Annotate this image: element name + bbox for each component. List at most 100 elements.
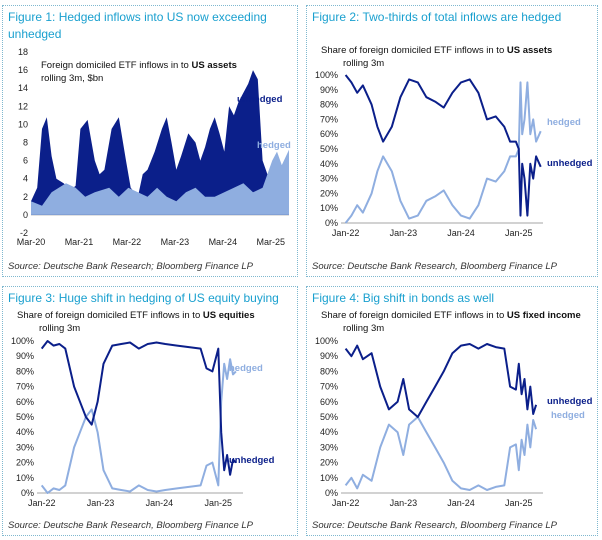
y-tick-label: 100% — [315, 336, 338, 346]
unhedged-line — [344, 74, 542, 217]
y-tick-label: 80% — [320, 366, 338, 376]
y-tick-label: 20% — [16, 458, 34, 468]
y-tick-label: 50% — [320, 412, 338, 422]
hedged-line — [40, 358, 237, 494]
y-tick-label: 10% — [320, 203, 338, 213]
x-tick-label: Jan-25 — [205, 498, 233, 508]
figure-1-panel: Figure 1: Hedged inflows into US now exc… — [2, 5, 298, 277]
figure-1-title: Figure 1: Hedged inflows into US now exc… — [8, 10, 267, 41]
figure-4-source: Source: Deutsche Bank Research, Bloomber… — [312, 520, 558, 531]
figure-3-source: Source: Deutsche Bank Research, Bloomber… — [8, 520, 254, 531]
y-tick-label: 0% — [325, 488, 338, 498]
subtitle-line2: rolling 3m — [39, 323, 81, 334]
y-tick-label: 50% — [320, 144, 338, 154]
x-tick-label: Mar-20 — [17, 237, 46, 247]
y-tick-label: 60% — [320, 397, 338, 407]
figure-4-title: Figure 4: Big shift in bonds as well — [312, 291, 495, 305]
figure-2-title: Figure 2: Two-thirds of total inflows ar… — [312, 10, 562, 24]
hedged-series-label: hedged — [229, 363, 263, 374]
y-tick-label: 10% — [320, 473, 338, 483]
x-tick-label: Mar-21 — [65, 237, 94, 247]
y-tick-label: 14 — [18, 83, 28, 93]
x-tick-label: Jan-24 — [146, 498, 174, 508]
x-tick-label: Jan-23 — [390, 228, 418, 238]
figure-2-source: Source: Deutsche Bank Research, Bloomber… — [312, 261, 558, 272]
figure-1-chart: -2 0 2 4 6 8 10 12 14 16 18 Mar-20 Mar-21 Mar-22 Mar-2… — [17, 47, 291, 247]
y-tick-label: 90% — [320, 351, 338, 361]
y-tick-label: 60% — [320, 129, 338, 139]
figure-3-subtitle: Share of foreign domiciled ETF inflows i… — [17, 309, 255, 335]
y-tick-label: 0 — [23, 210, 28, 220]
y-tick-label: 20% — [320, 458, 338, 468]
y-tick-label: 90% — [16, 351, 34, 361]
y-tick-label: -2 — [20, 228, 28, 238]
y-tick-label: 100% — [11, 336, 34, 346]
x-tick-label: Jan-22 — [332, 498, 360, 508]
y-tick-label: 2 — [23, 192, 28, 202]
x-tick-label: Jan-25 — [505, 498, 533, 508]
y-tick-label: 30% — [320, 442, 338, 452]
figure-3-chart: 0% 10% 20% 30% 40% 50% 60% 70% 80% 90% 100% Jan-22 J… — [11, 336, 275, 508]
subtitle-bold: US equities — [202, 310, 255, 321]
unhedged-series-label: unhedged — [237, 94, 283, 105]
x-tick-label: Mar-22 — [113, 237, 142, 247]
subtitle-line2: rolling 3m, $bn — [41, 73, 104, 84]
y-tick-label: 16 — [18, 65, 28, 75]
x-tick-label: Mar-23 — [161, 237, 190, 247]
y-tick-label: 8 — [23, 138, 28, 148]
subtitle-text: Share of foreign domiciled ETF inflows i… — [321, 310, 507, 321]
figure-2-subtitle: Share of foreign domiciled ETF inflows i… — [321, 44, 552, 70]
x-tick-label: Jan-23 — [87, 498, 115, 508]
figure-3-title: Figure 3: Huge shift in hedging of US eq… — [8, 291, 279, 305]
unhedged-line — [344, 343, 538, 418]
y-tick-label: 70% — [16, 382, 34, 392]
x-tick-label: Jan-22 — [28, 498, 56, 508]
figure-3-panel: Figure 3: Huge shift in hedging of US eq… — [2, 286, 298, 536]
y-tick-label: 70% — [320, 382, 338, 392]
subtitle-line2: rolling 3m — [343, 58, 385, 69]
y-tick-label: 20% — [320, 188, 338, 198]
subtitle-bold: US assets — [506, 45, 553, 56]
y-tick-label: 12 — [18, 101, 28, 111]
x-tick-label: Jan-25 — [505, 228, 533, 238]
figure-4-panel: Figure 4: Big shift in bonds as well Sha… — [306, 286, 598, 536]
hedged-line — [344, 81, 542, 224]
y-tick-label: 30% — [320, 174, 338, 184]
x-tick-label: Jan-22 — [332, 228, 360, 238]
subtitle-text: Share of foreign domiciled ETF inflows i… — [17, 310, 203, 321]
y-tick-label: 10 — [18, 119, 28, 129]
unhedged-series-label: unhedged — [547, 158, 593, 169]
unhedged-area — [31, 70, 289, 215]
subtitle-bold: US assets — [191, 60, 237, 71]
subtitle-text: Foreign domiciled ETF inflows in to — [41, 60, 192, 71]
y-tick-label: 6 — [23, 156, 28, 166]
hedged-area — [31, 149, 289, 215]
subtitle-text: Share of foreign domiciled ETF inflows i… — [321, 45, 507, 56]
y-tick-label: 10% — [16, 473, 34, 483]
figure-4-subtitle: Share of foreign domiciled ETF inflows i… — [321, 309, 581, 335]
y-tick-label: 80% — [16, 366, 34, 376]
unhedged-line — [40, 340, 237, 476]
hedged-series-label: hedged — [547, 117, 581, 128]
hedged-line — [344, 416, 538, 491]
figure-2-chart: 0% 10% 20% 30% 40% 50% 60% 70% 80% 90% 100% Jan-22 J… — [315, 70, 593, 238]
y-tick-label: 30% — [16, 442, 34, 452]
y-tick-label: 40% — [320, 159, 338, 169]
figure-1-source: Source: Deutsche Bank Research; Bloomber… — [8, 261, 254, 272]
y-tick-label: 40% — [320, 427, 338, 437]
unhedged-series-label: unhedged — [547, 396, 593, 407]
unhedged-series-label: unhedged — [229, 455, 275, 466]
x-tick-label: Mar-24 — [209, 237, 238, 247]
figure-1-subtitle: Foreign domiciled ETF inflows in to US a… — [41, 59, 237, 85]
x-tick-label: Jan-24 — [447, 498, 475, 508]
figure-4-chart: 0% 10% 20% 30% 40% 50% 60% 70% 80% 90% 100% Jan-22 J… — [315, 336, 593, 508]
subtitle-bold: US fixed income — [506, 310, 581, 321]
y-tick-label: 80% — [320, 100, 338, 110]
y-tick-label: 18 — [18, 47, 28, 57]
x-tick-label: Jan-23 — [390, 498, 418, 508]
subtitle-line2: rolling 3m — [343, 323, 385, 334]
hedged-series-label: hedged — [257, 140, 291, 151]
x-tick-label: Jan-24 — [447, 228, 475, 238]
hedged-series-label: hedged — [551, 410, 585, 421]
y-tick-label: 90% — [320, 85, 338, 95]
